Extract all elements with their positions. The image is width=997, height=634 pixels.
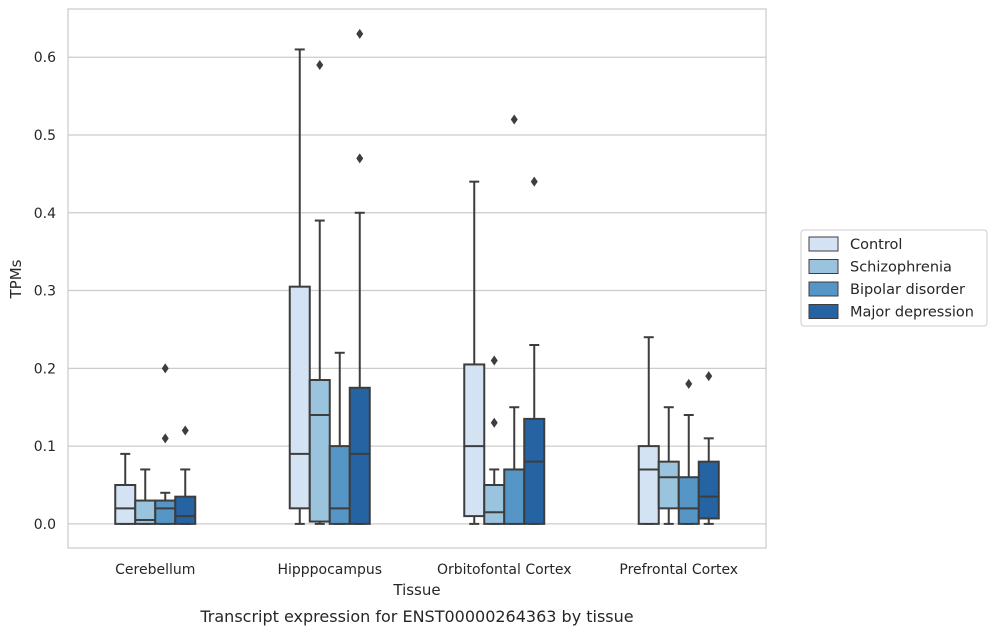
outlier-point	[490, 355, 498, 366]
box	[328, 445, 351, 525]
legend-label: Bipolar disorder	[850, 282, 965, 298]
outlier-point	[316, 60, 324, 70]
y-tick-label: 0.4	[34, 206, 56, 222]
y-axis-ticks: 0.0 0.1 0.2 0.3 0.4 0.5 0.6	[34, 50, 56, 533]
box-2-3	[677, 378, 700, 525]
box	[288, 285, 311, 510]
outlier-point	[161, 363, 169, 374]
box	[657, 460, 680, 510]
box	[154, 499, 177, 525]
box-3-2	[523, 176, 546, 525]
box-2-0	[154, 363, 177, 525]
box	[463, 363, 486, 518]
box-2-1	[328, 351, 351, 525]
legend-swatch	[808, 304, 839, 319]
box-0-3	[637, 336, 660, 525]
y-tick-label: 0.0	[34, 517, 56, 533]
outlier-point	[510, 114, 518, 125]
box	[114, 484, 137, 525]
box	[697, 460, 720, 520]
x-tick-label: Cerebellum	[115, 562, 195, 578]
box	[503, 468, 526, 525]
box-3-3	[697, 371, 720, 525]
y-tick-label: 0.5	[34, 128, 56, 144]
box-1-0	[134, 468, 157, 525]
legend-swatch	[808, 259, 839, 274]
outlier-point	[181, 425, 189, 436]
box-0-2	[463, 180, 486, 525]
outlier-point	[356, 28, 364, 39]
box-3-0	[174, 425, 197, 525]
x-tick-label: Prefrontal Cortex	[619, 562, 738, 578]
y-tick-label: 0.1	[34, 439, 56, 455]
gridlines	[68, 56, 766, 525]
y-tick-label: 0.2	[34, 361, 56, 377]
y-axis-label: TPMs	[7, 259, 25, 299]
legend: Control Schizophrenia Bipolar disorder Majo…	[800, 229, 988, 327]
chart-caption: Transcript expression for ENST0000026436…	[199, 607, 633, 626]
box-1-3	[657, 406, 680, 525]
box-2-2	[503, 114, 526, 525]
legend-frame	[800, 229, 988, 327]
box-3-1	[348, 28, 371, 525]
legend-label: Major depression	[850, 305, 974, 321]
box-1-2	[483, 355, 506, 525]
outlier-point	[356, 153, 364, 164]
box	[677, 476, 700, 525]
legend-label: Control	[850, 237, 902, 253]
box	[348, 386, 371, 525]
plot-frame	[67, 8, 767, 549]
outlier-point	[161, 433, 169, 444]
legend-swatch	[808, 236, 839, 252]
box	[523, 417, 546, 525]
box	[308, 379, 331, 523]
outlier-point	[490, 417, 498, 428]
outlier-point	[530, 176, 538, 187]
box	[483, 484, 506, 525]
box-0-1	[288, 48, 311, 525]
box	[637, 445, 660, 525]
x-tick-label: Orbitofontal Cortex	[437, 562, 572, 578]
box	[174, 495, 197, 525]
box-plot-area	[114, 28, 720, 525]
y-tick-label: 0.6	[34, 50, 56, 66]
x-axis-ticks: Cerebellum Hipppocampus Orbitofontal Corte…	[115, 562, 738, 578]
x-axis-label: Tissue	[392, 581, 440, 599]
box-0-0	[114, 452, 137, 525]
outlier-point	[685, 378, 693, 389]
legend-swatch	[808, 281, 839, 297]
box-1-1	[308, 60, 331, 525]
legend-label: Schizophrenia	[850, 260, 952, 276]
x-tick-label: Hipppocampus	[277, 562, 382, 578]
y-tick-label: 0.3	[34, 284, 56, 300]
outlier-point	[705, 371, 713, 382]
